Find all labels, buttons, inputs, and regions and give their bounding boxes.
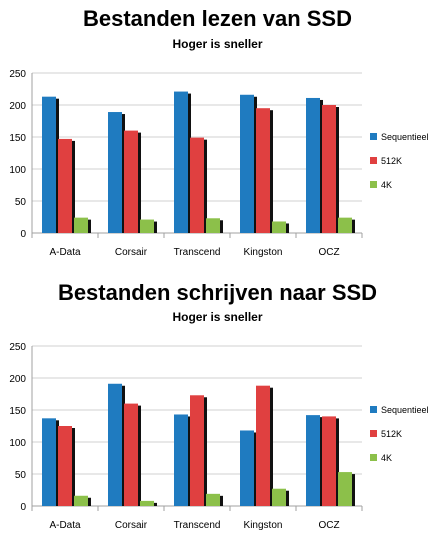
bar [174, 414, 188, 506]
x-tick-label: OCZ [318, 520, 339, 531]
chart-subtitle: Hoger is sneller [172, 37, 263, 51]
bar [256, 385, 270, 506]
bar [140, 219, 154, 233]
legend-label: 4K [381, 180, 392, 190]
legend-label: Sequentieel [381, 405, 429, 415]
legend-label: 4K [381, 453, 392, 463]
y-tick-label: 150 [9, 133, 26, 144]
bar [206, 218, 220, 233]
bar [338, 217, 352, 233]
y-tick-label: 0 [20, 229, 26, 240]
y-tick-label: 200 [9, 101, 26, 112]
y-tick-label: 0 [20, 502, 26, 513]
legend-swatch [370, 430, 377, 437]
x-tick-label: Transcend [174, 247, 221, 258]
x-tick-label: Transcend [174, 520, 221, 531]
y-tick-label: 150 [9, 406, 26, 417]
bar [42, 96, 56, 234]
bar [74, 495, 88, 506]
x-tick-label: Kingston [244, 520, 283, 531]
y-tick-label: 200 [9, 374, 26, 385]
bar [58, 138, 72, 233]
x-tick-label: A-Data [49, 520, 81, 531]
bar [108, 383, 122, 506]
bar [240, 94, 254, 233]
bar [124, 403, 138, 506]
bar [272, 488, 286, 506]
legend-swatch [370, 181, 377, 188]
bar [206, 493, 220, 506]
chart-title: Bestanden lezen van SSD [83, 6, 352, 31]
bar [58, 426, 72, 506]
bar [306, 415, 320, 506]
bar [124, 130, 138, 233]
chart-panel-read: Bestanden lezen van SSD Hoger is sneller… [9, 6, 429, 258]
bar [140, 500, 154, 506]
bar [272, 221, 286, 233]
y-tick-label: 50 [15, 470, 27, 481]
y-tick-label: 250 [9, 342, 26, 353]
x-tick-label: Kingston [244, 247, 283, 258]
x-tick-label: A-Data [49, 247, 81, 258]
legend-label: 512K [381, 156, 402, 166]
x-tick-label: Corsair [115, 520, 148, 531]
bar [74, 217, 88, 233]
legend-swatch [370, 454, 377, 461]
chart-subtitle: Hoger is sneller [172, 310, 263, 324]
chart-title: Bestanden schrijven naar SSD [57, 280, 378, 305]
y-tick-label: 100 [9, 165, 26, 176]
bar [306, 97, 320, 234]
x-tick-label: Corsair [115, 247, 148, 258]
legend-swatch [370, 133, 377, 140]
bar [42, 418, 56, 506]
bar [322, 416, 336, 506]
bar [190, 137, 204, 233]
bar [322, 105, 336, 233]
bar [240, 430, 254, 506]
bar [256, 108, 270, 233]
y-tick-label: 50 [15, 197, 27, 208]
legend-label: Sequentieel [381, 132, 429, 142]
bar [174, 91, 188, 233]
legend-swatch [370, 406, 377, 413]
legend-label: 512K [381, 429, 402, 439]
write-chart: 0 50 100 150 200 250 A-Data Corsair Transcend Kin… [9, 342, 429, 531]
y-tick-label: 100 [9, 438, 26, 449]
bar [108, 112, 122, 233]
bar [338, 472, 352, 506]
chart-panel-write: Bestanden schrijven naar SSD Hoger is sn… [0, 273, 435, 546]
legend-swatch [370, 157, 377, 164]
x-tick-label: OCZ [318, 247, 339, 258]
y-tick-label: 250 [9, 69, 26, 80]
read-chart: 0 50 100 150 200 250 A-Data Corsair Transcend Kin… [9, 69, 429, 258]
bar [190, 395, 204, 506]
